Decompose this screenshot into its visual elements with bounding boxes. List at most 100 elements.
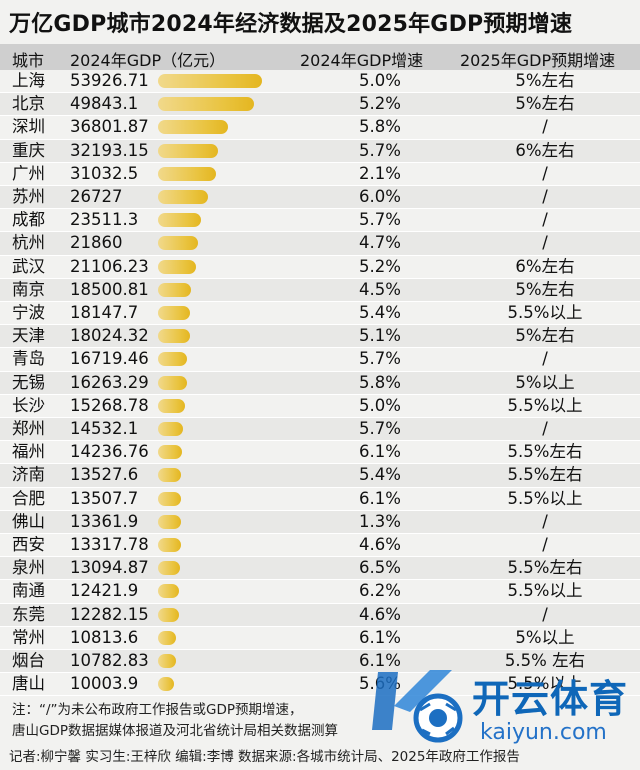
gdp-bar bbox=[158, 143, 219, 158]
header-growth-2024: 2024年GDP增速 bbox=[300, 51, 424, 70]
target-2025: 5%以上 bbox=[515, 372, 575, 392]
target-2025: 5.5%以上 bbox=[507, 488, 583, 508]
gdp-bar bbox=[158, 166, 217, 181]
table-row: 宁波 18147.7 5.4% 5.5%以上 bbox=[0, 302, 640, 326]
table-row: 上海 53926.71 5.0% 5%左右 bbox=[0, 70, 640, 94]
city-name: 广州 bbox=[12, 163, 45, 183]
growth-2024: 6.2% bbox=[359, 581, 401, 601]
city-name: 宁波 bbox=[12, 303, 45, 322]
target-2025: 5%以上 bbox=[515, 627, 575, 647]
gdp-bar bbox=[158, 398, 185, 413]
gdp-value: 13361.9 bbox=[70, 511, 139, 531]
gdp-bar bbox=[158, 97, 254, 112]
target-2025: / bbox=[542, 117, 548, 137]
growth-2024: 6.1% bbox=[359, 488, 401, 508]
gdp-bar bbox=[158, 468, 182, 483]
city-name: 郑州 bbox=[12, 419, 45, 438]
city-name: 杭州 bbox=[12, 233, 45, 253]
gdp-value: 15268.78 bbox=[70, 395, 149, 415]
target-2025: 5%左右 bbox=[515, 71, 575, 90]
table-row: 南京 18500.81 4.5% 5%左右 bbox=[0, 278, 640, 302]
target-2025: / bbox=[542, 419, 548, 438]
target-2025: 5%左右 bbox=[515, 94, 575, 114]
gdp-value: 18500.81 bbox=[70, 279, 149, 299]
watermark-brand: 开云体育 bbox=[472, 677, 629, 721]
gdp-value: 10813.6 bbox=[70, 627, 139, 647]
growth-2024: 5.8% bbox=[359, 372, 401, 392]
table-row: 佛山 13361.9 1.3% / bbox=[0, 510, 640, 534]
gdp-value: 12282.15 bbox=[70, 604, 149, 624]
table-row: 西安 13317.78 4.6% / bbox=[0, 534, 640, 558]
gdp-bar bbox=[158, 190, 208, 204]
table-row: 杭州 21860 4.7% / bbox=[0, 232, 640, 256]
table-row: 成都 23511.3 5.7% / bbox=[0, 209, 640, 233]
city-name: 东莞 bbox=[12, 604, 45, 624]
growth-2024: 5.0% bbox=[359, 71, 401, 90]
target-2025: / bbox=[542, 349, 548, 369]
gdp-bar bbox=[158, 120, 228, 135]
gdp-bar bbox=[158, 491, 182, 506]
gdp-value: 53926.71 bbox=[70, 71, 149, 90]
gdp-bar bbox=[158, 329, 191, 344]
table-header: 城市 2024年GDP（亿元） 2024年GDP增速 2025年GDP预期增速 bbox=[0, 44, 640, 70]
table-row: 东莞 12282.15 4.6% / bbox=[0, 603, 640, 627]
growth-2024: 5.7% bbox=[359, 349, 401, 369]
credits: 记者:柳宁馨 实习生:王梓欣 编辑:李博 数据来源:各城市统计局、2025年政府… bbox=[9, 749, 520, 765]
table-row: 青岛 16719.46 5.7% / bbox=[0, 348, 640, 372]
gdp-bar bbox=[158, 584, 179, 599]
gdp-bar bbox=[158, 306, 191, 320]
target-2025: / bbox=[542, 604, 548, 624]
table-row: 郑州 14532.1 5.7% / bbox=[0, 418, 640, 442]
target-2025: 5.5%以上 bbox=[507, 581, 583, 601]
growth-2024: 5.4% bbox=[359, 465, 401, 485]
city-name: 泉州 bbox=[12, 558, 45, 578]
note-line-2: 唐山GDP数据据媒体报道及河北省统计局相关数据测算 bbox=[12, 723, 338, 739]
notes: 注：“/”为未公布政府工作报告或GDP预期增速， 唐山GDP数据据媒体报道及河北… bbox=[12, 700, 632, 742]
page-title: 万亿GDP城市2024年经济数据及2025年GDP预期增速 bbox=[9, 12, 573, 37]
header-target-2025: 2025年GDP预期增速 bbox=[460, 51, 616, 70]
table-row: 天津 18024.32 5.1% 5%左右 bbox=[0, 325, 640, 349]
growth-2024: 6.1% bbox=[359, 651, 401, 670]
gdp-bar bbox=[158, 607, 179, 622]
target-2025: / bbox=[542, 187, 548, 206]
note-line-1: 注：“/”为未公布政府工作报告或GDP预期增速， bbox=[12, 702, 303, 718]
city-name: 成都 bbox=[12, 210, 45, 230]
growth-2024: 4.6% bbox=[359, 535, 401, 554]
table-row: 济南 13527.6 5.4% 5.5%左右 bbox=[0, 464, 640, 488]
target-2025: / bbox=[542, 233, 548, 253]
table-row: 烟台 10782.83 6.1% 5.5% 左右 bbox=[0, 650, 640, 674]
gdp-value: 21860 bbox=[70, 233, 123, 253]
growth-2024: 4.5% bbox=[359, 279, 401, 299]
target-2025: 5%左右 bbox=[515, 326, 575, 346]
city-name: 无锡 bbox=[12, 372, 45, 392]
target-2025: 5.5%左右 bbox=[507, 558, 583, 578]
watermark-url: kaiyun.com bbox=[480, 720, 607, 745]
city-name: 苏州 bbox=[12, 187, 45, 206]
gdp-value: 18024.32 bbox=[70, 326, 149, 346]
target-2025: 6%左右 bbox=[515, 140, 575, 160]
target-2025: 5.5%以上 bbox=[507, 303, 583, 322]
gdp-value: 10782.83 bbox=[70, 651, 149, 670]
growth-2024: 5.0% bbox=[359, 395, 401, 415]
gdp-value: 13317.78 bbox=[70, 535, 149, 554]
gdp-bar bbox=[158, 74, 262, 88]
city-name: 天津 bbox=[12, 326, 45, 346]
table-row: 长沙 15268.78 5.0% 5.5%以上 bbox=[0, 395, 640, 418]
table-row: 南通 12421.9 6.2% 5.5%以上 bbox=[0, 580, 640, 604]
city-name: 唐山 bbox=[12, 674, 45, 694]
gdp-value: 12421.9 bbox=[70, 581, 139, 601]
gdp-bar bbox=[158, 375, 187, 390]
gdp-value: 31032.5 bbox=[70, 163, 139, 183]
gdp-value: 13527.6 bbox=[70, 465, 139, 485]
city-name: 佛山 bbox=[12, 511, 45, 531]
city-name: 西安 bbox=[12, 535, 45, 554]
city-name: 青岛 bbox=[12, 349, 45, 369]
target-2025: 6%左右 bbox=[515, 256, 575, 276]
growth-2024: 5.7% bbox=[359, 210, 401, 230]
gdp-value: 32193.15 bbox=[70, 140, 149, 160]
gdp-bar bbox=[158, 422, 184, 436]
growth-2024: 5.8% bbox=[359, 117, 401, 137]
header-city: 城市 bbox=[12, 51, 45, 70]
table-row: 武汉 21106.23 5.2% 6%左右 bbox=[0, 256, 640, 279]
gdp-value: 18147.7 bbox=[70, 303, 139, 322]
